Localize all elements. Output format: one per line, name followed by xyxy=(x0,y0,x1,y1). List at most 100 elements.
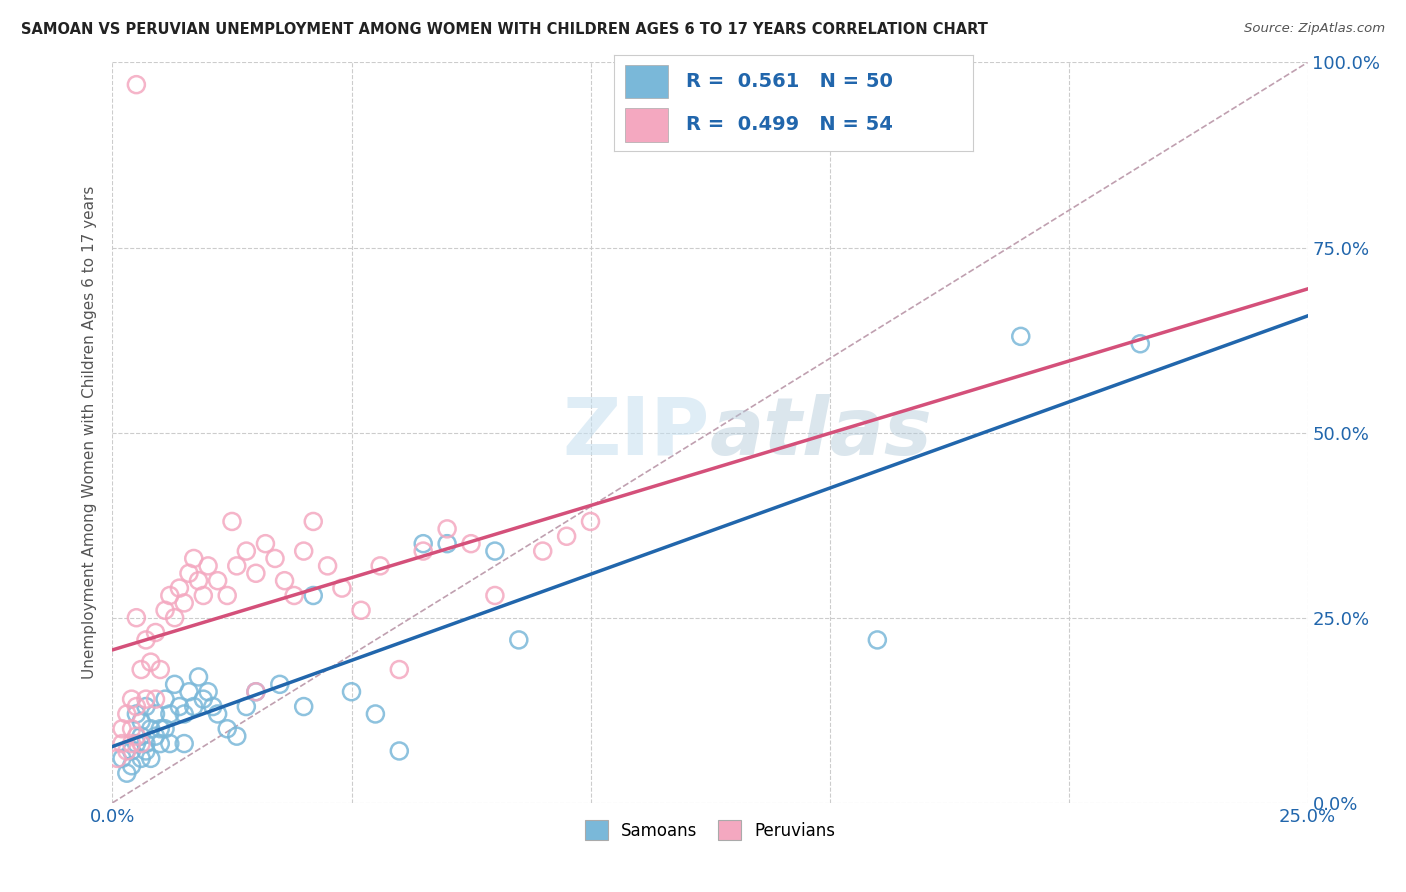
Point xyxy=(177,566,200,581)
Point xyxy=(436,522,458,536)
Point xyxy=(221,515,243,529)
Point xyxy=(254,536,277,550)
Point xyxy=(1010,329,1032,343)
Point xyxy=(555,529,578,543)
Point xyxy=(159,706,181,721)
Point xyxy=(302,589,325,603)
Point xyxy=(225,729,247,743)
Point xyxy=(159,737,181,751)
Point xyxy=(111,751,134,765)
Point xyxy=(129,714,152,729)
Point xyxy=(264,551,287,566)
Point xyxy=(173,596,195,610)
Point xyxy=(145,706,167,721)
Point xyxy=(187,574,209,588)
Point xyxy=(121,722,143,736)
Point xyxy=(115,706,138,721)
Point xyxy=(135,699,157,714)
Point xyxy=(129,737,152,751)
Point xyxy=(225,558,247,573)
Point xyxy=(139,655,162,669)
Point xyxy=(292,699,315,714)
Point xyxy=(235,699,257,714)
Point xyxy=(273,574,295,588)
Point xyxy=(436,536,458,550)
Point xyxy=(121,737,143,751)
Point xyxy=(330,581,353,595)
Point xyxy=(153,692,176,706)
Point xyxy=(129,751,152,765)
Point xyxy=(508,632,530,647)
Point xyxy=(135,692,157,706)
Point xyxy=(121,744,143,758)
Point xyxy=(364,706,387,721)
Point xyxy=(1129,336,1152,351)
Text: Source: ZipAtlas.com: Source: ZipAtlas.com xyxy=(1244,22,1385,36)
Point xyxy=(149,722,172,736)
Point xyxy=(125,610,148,624)
Point xyxy=(350,603,373,617)
Legend: Samoans, Peruvians: Samoans, Peruvians xyxy=(578,814,842,847)
Point xyxy=(177,685,200,699)
Point xyxy=(183,551,205,566)
Point xyxy=(129,729,152,743)
Point xyxy=(121,758,143,772)
Text: SAMOAN VS PERUVIAN UNEMPLOYMENT AMONG WOMEN WITH CHILDREN AGES 6 TO 17 YEARS COR: SAMOAN VS PERUVIAN UNEMPLOYMENT AMONG WO… xyxy=(21,22,988,37)
Point xyxy=(129,663,152,677)
Point xyxy=(139,722,162,736)
Point xyxy=(183,699,205,714)
Point xyxy=(245,566,267,581)
Point xyxy=(149,737,172,751)
Point xyxy=(145,729,167,743)
Point xyxy=(125,78,148,92)
Point xyxy=(292,544,315,558)
Point xyxy=(460,536,482,550)
Point xyxy=(111,737,134,751)
Point xyxy=(135,632,157,647)
Point xyxy=(207,574,229,588)
Point xyxy=(368,558,391,573)
Point xyxy=(139,751,162,765)
Point xyxy=(412,544,434,558)
Point xyxy=(388,663,411,677)
Point xyxy=(125,699,148,714)
Point xyxy=(145,692,167,706)
Point xyxy=(135,744,157,758)
Point xyxy=(579,515,602,529)
Point xyxy=(302,515,325,529)
Point xyxy=(169,581,191,595)
Point xyxy=(412,536,434,550)
Point xyxy=(245,685,267,699)
Point xyxy=(169,699,191,714)
Point xyxy=(316,558,339,573)
Point xyxy=(207,706,229,721)
Point xyxy=(197,558,219,573)
Point xyxy=(217,722,239,736)
Point xyxy=(193,589,215,603)
Point xyxy=(153,603,176,617)
Point xyxy=(245,685,267,699)
Point xyxy=(531,544,554,558)
Point xyxy=(484,544,506,558)
Point xyxy=(193,692,215,706)
Point xyxy=(163,677,186,691)
Point xyxy=(121,692,143,706)
Point xyxy=(866,632,889,647)
Point xyxy=(217,589,239,603)
Point xyxy=(111,722,134,736)
Point xyxy=(115,766,138,780)
Point xyxy=(125,706,148,721)
Text: ZIP: ZIP xyxy=(562,393,710,472)
Point xyxy=(388,744,411,758)
Point xyxy=(125,737,148,751)
Point xyxy=(235,544,257,558)
Text: atlas: atlas xyxy=(710,393,932,472)
Point xyxy=(159,589,181,603)
Point xyxy=(484,589,506,603)
Point xyxy=(269,677,291,691)
Point xyxy=(173,706,195,721)
Point xyxy=(187,670,209,684)
Point xyxy=(340,685,363,699)
Point xyxy=(163,610,186,624)
Point xyxy=(135,737,157,751)
